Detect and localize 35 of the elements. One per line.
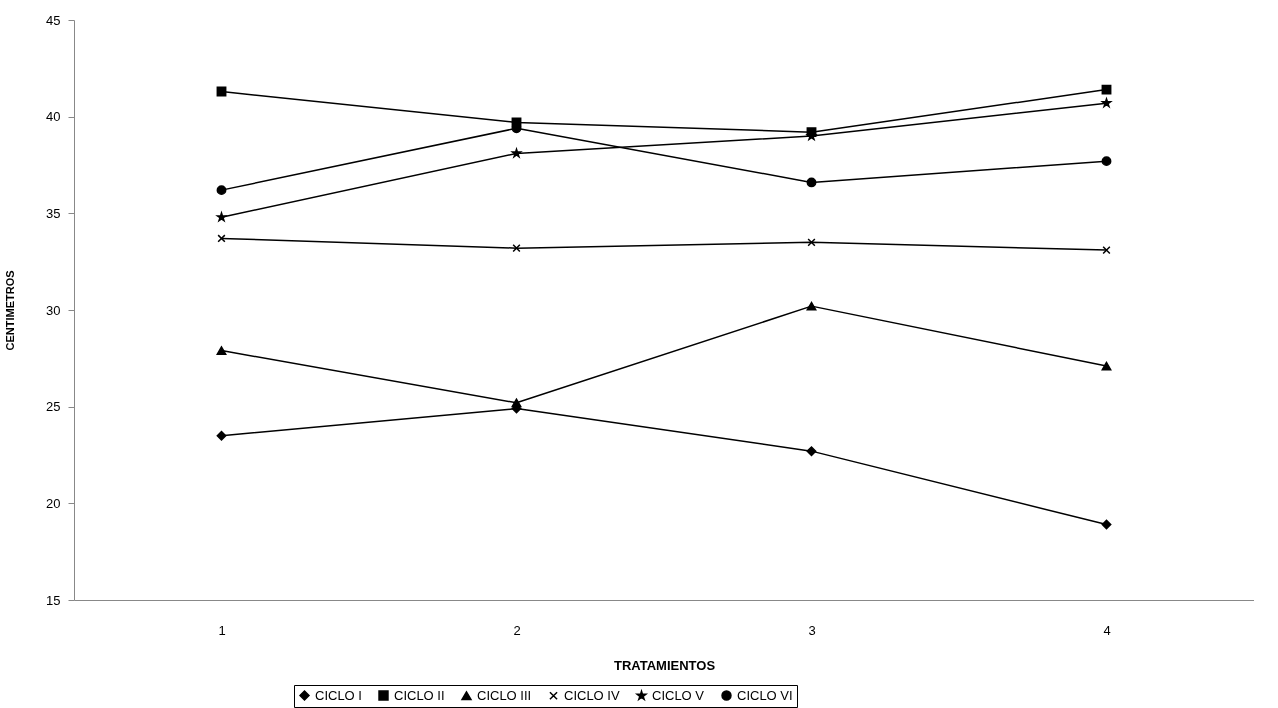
point — [217, 234, 226, 243]
point — [806, 446, 817, 457]
y-tick-label: 20 — [46, 495, 61, 511]
point — [806, 301, 817, 311]
point — [1101, 84, 1112, 95]
y-axis-title: CENTIMETROS — [4, 270, 17, 351]
point — [1102, 245, 1111, 255]
point — [216, 185, 227, 196]
point — [216, 346, 227, 355]
legend-label: CICLO III — [477, 687, 532, 703]
legend-label: CICLO II — [394, 687, 445, 703]
point — [511, 398, 522, 408]
y-tick-label: 25 — [46, 399, 61, 415]
y-tick-label: 45 — [46, 12, 61, 28]
point — [511, 148, 522, 158]
legend-label: CICLO VI — [737, 687, 793, 703]
y-tick-label: 15 — [46, 592, 61, 608]
y-tick-label: 30 — [46, 302, 61, 318]
legend-label: CICLO IV — [564, 687, 620, 703]
point — [216, 430, 227, 441]
point — [1101, 156, 1112, 167]
point — [1101, 519, 1112, 530]
point — [1101, 361, 1112, 371]
legend-label: CICLO I — [315, 687, 362, 703]
x-tick-label: 4 — [1103, 622, 1111, 638]
point — [512, 244, 521, 253]
legend-label: CICLO V — [652, 687, 705, 703]
y-tick-label: 35 — [46, 205, 61, 221]
point — [807, 238, 816, 247]
point — [806, 177, 817, 188]
x-tick-label: 3 — [808, 622, 816, 638]
y-tick-label: 40 — [46, 109, 61, 125]
x-tick-label: 1 — [218, 622, 226, 638]
x-tick-label: 2 — [513, 622, 521, 638]
x-axis-title: TRATAMIENTOS — [613, 657, 716, 673]
